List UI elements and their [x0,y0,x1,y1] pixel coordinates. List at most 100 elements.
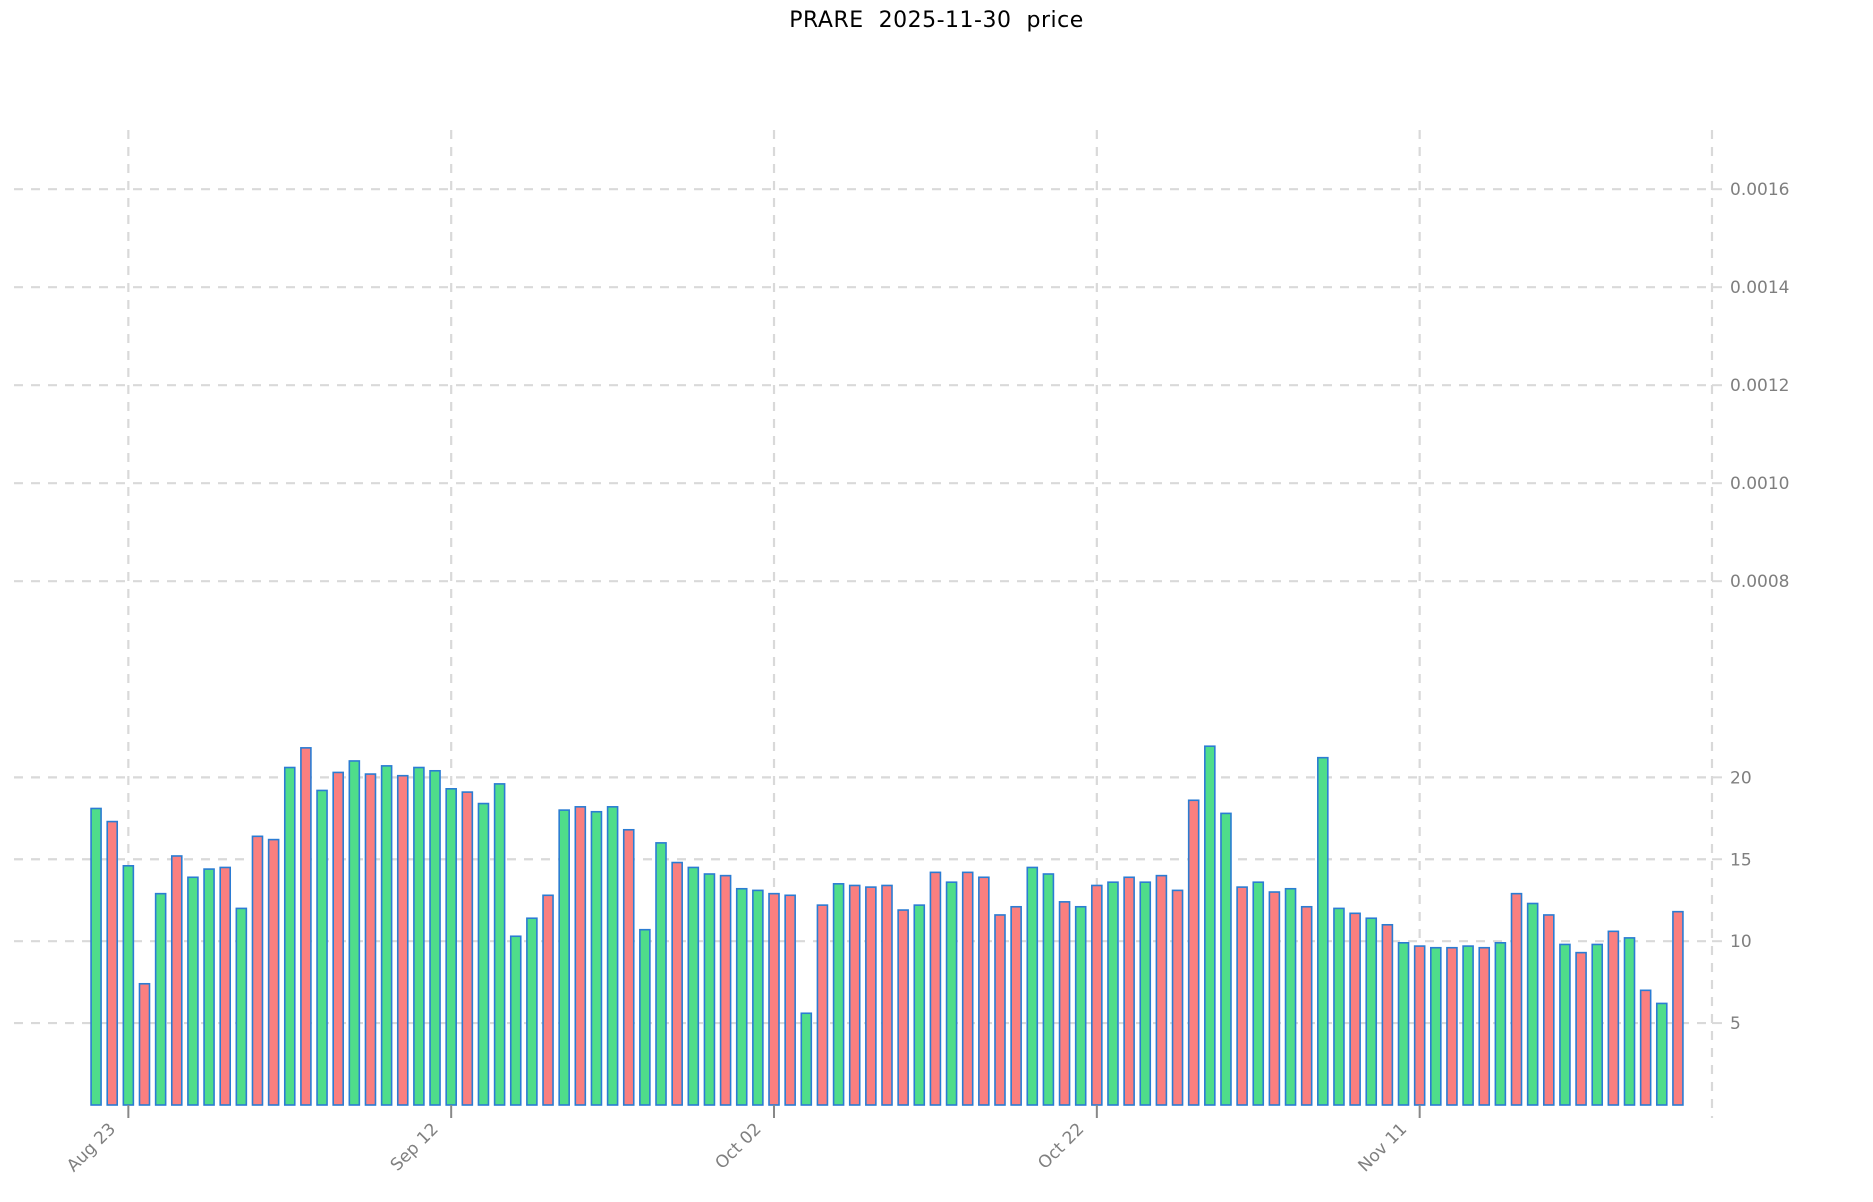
volume-bar [509,935,522,1106]
volume-bar [1333,907,1345,1106]
axis-ticks [127,130,1722,1118]
volume-bar [752,889,764,1106]
volume-bar [1187,799,1200,1106]
volume-bar [1220,812,1232,1106]
volume-bar [219,866,232,1106]
volume-bar [897,909,909,1106]
x-tick-label: Sep 12 [387,1119,443,1175]
volume-bar [1494,942,1507,1106]
volume-bar [929,871,942,1106]
x-tick-label: Oct 22 [1034,1119,1088,1173]
volume-bar [1462,945,1474,1106]
volume-bar [639,928,651,1106]
volume-bar [493,783,506,1106]
volume-bar [1284,887,1297,1106]
volume-bar [251,835,264,1106]
volume-bar [1074,905,1087,1106]
volume-bar [1171,889,1184,1106]
volume-bar [1413,945,1426,1106]
volume-bar [1655,1002,1668,1106]
volume-bar [348,760,361,1106]
volume-bar [719,874,732,1106]
x-tick-label: Oct 02 [711,1119,765,1173]
volume-bar [1139,881,1152,1106]
volume-bar [429,769,441,1106]
volume-bar [187,876,199,1106]
volume-bar [848,884,861,1106]
volume-bar [170,855,183,1106]
volume-bar [477,802,490,1106]
volume-bar [396,774,409,1106]
volume-bar [235,907,248,1106]
price-tick-label: 0.0014 [1730,278,1789,298]
volume-bar [154,892,167,1106]
volume-bar [138,982,151,1106]
volume-bar [816,904,829,1106]
volume-bar [90,807,102,1106]
volume-bar [526,917,538,1106]
volume-bar [1446,946,1458,1106]
volume-bar [1559,943,1571,1106]
volume-bar [1381,923,1394,1106]
volume-bar [316,789,328,1106]
volume-bar [283,766,296,1106]
volume-bar [1042,873,1055,1106]
price-tick-label: 0.0010 [1730,474,1789,494]
volume-bar [978,876,990,1106]
volume-bar [590,810,603,1106]
volume-bar [1026,866,1039,1106]
volume-bar [687,866,700,1106]
volume-bar [1575,951,1587,1106]
volume-bar [913,904,926,1106]
volume-bars [90,745,1684,1106]
volume-bar [1252,881,1265,1106]
volume-bar [1365,917,1378,1106]
volume-bar [106,820,119,1106]
volume-bar [558,809,570,1106]
volume-bar [1639,989,1652,1106]
volume-bar [881,884,893,1106]
volume-bar [203,868,215,1106]
volume-bar [832,883,845,1106]
volume-bar [1107,881,1119,1106]
volume-bar [945,881,958,1106]
volume-bar [1510,892,1523,1106]
price-tick-label: 0.0012 [1730,376,1789,396]
volume-bar [1607,930,1620,1106]
volume-tick-label: 5 [1730,1014,1741,1034]
volume-bar [1672,910,1684,1106]
volume-bar [1204,745,1216,1106]
volume-bar [961,871,974,1106]
volume-bar [865,886,877,1106]
volume-bar [622,828,635,1106]
volume-bar [122,865,135,1106]
volume-bar [1478,946,1491,1106]
volume-bar [1236,886,1248,1106]
volume-tick-label: 15 [1730,850,1752,870]
volume-bar [1317,756,1329,1106]
volume-bar [1542,914,1555,1106]
volume-bar [413,766,425,1106]
volume-bar [1300,905,1313,1106]
volume-bar [1430,946,1442,1106]
volume-bar [1010,905,1022,1106]
volume-tick-label: 10 [1730,932,1752,952]
volume-bar [606,806,619,1106]
volume-bar [994,914,1006,1106]
volume-bar [445,788,457,1106]
volume-bar [735,887,748,1106]
volume-bar [784,894,796,1106]
page-title: PRARE 2025-11-30 price [789,8,1084,33]
volume-bar [768,892,780,1106]
volume-bar [300,747,312,1106]
volume-bar [1155,874,1168,1106]
volume-bar [1591,943,1604,1106]
volume-bar [1091,884,1103,1106]
volume-bar [1268,891,1281,1106]
volume-bar [671,861,683,1106]
grid-lines [14,130,1712,1105]
volume-bar [1123,876,1135,1106]
volume-bar [380,765,393,1106]
